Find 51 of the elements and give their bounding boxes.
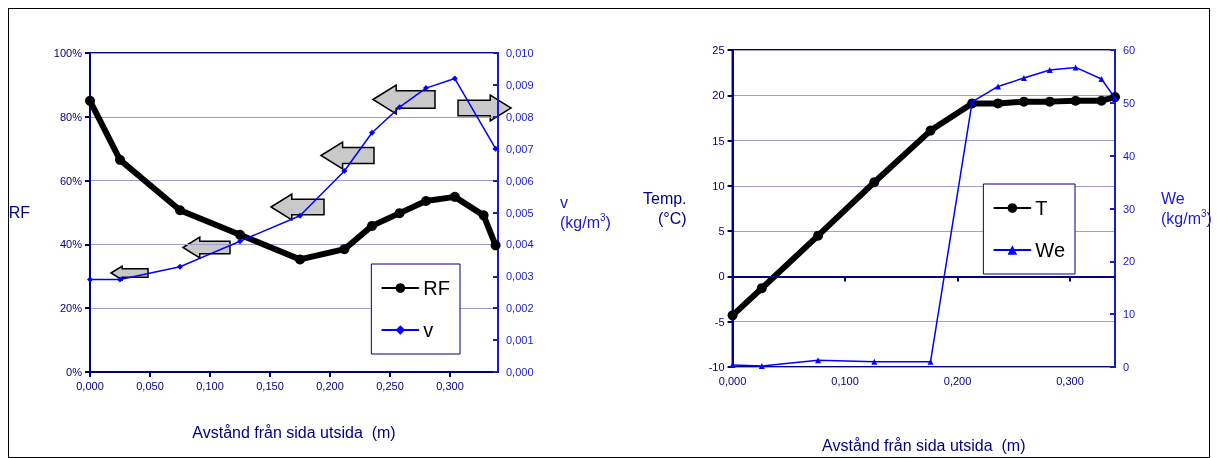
y2-tick-label: 0,004 [506,238,534,251]
y-tick-label: 0 [718,270,725,283]
y2-tick-label: 0,001 [506,334,534,347]
y-tick-label: -10 [708,361,725,373]
y-axis-title: Temp. (°C) [642,190,687,227]
y2-tick-label: 0,009 [506,78,534,91]
x-tick-label: 0,200 [943,374,972,387]
legend-label: We [1035,239,1065,261]
x-tick-label: 0,200 [316,379,344,392]
x-axis-title: Avstånd från sida utsida (m) [822,436,1026,454]
y-tick-label: 15 [712,134,725,147]
x-tick-label: 0,000 [76,379,104,392]
y-tick-label: 100% [53,47,83,59]
y2-tick-label: 20 [1123,255,1136,268]
y-tick-label: -5 [714,315,725,328]
y2-tick-label: 60 [1123,44,1136,56]
y-tick-label: 40% [59,238,83,251]
y-tick-label: 10 [712,179,725,192]
y2-tick-label: 0 [1123,361,1130,373]
y-tick-label: 80% [59,110,83,123]
y-axis-title: RF [8,204,31,221]
y2-tick-label: 30 [1123,202,1136,215]
y-tick-label: 0% [66,366,83,378]
x-tick-label: 0,300 [436,379,464,392]
x-tick-label: 0,100 [196,379,224,392]
y2-tick-label: 0,008 [506,110,534,123]
legend-label: v [423,319,434,341]
x-tick-label: 0,300 [1056,374,1084,387]
y-tick-label: 25 [712,44,725,56]
y2-tick-label: 0,000 [506,366,534,378]
y2-tick-label: 10 [1123,308,1136,321]
y2-tick-label: 40 [1123,149,1136,162]
y2-tick-label: 0,007 [506,142,534,155]
y-tick-label: 20% [59,302,83,315]
y-tick-label: 5 [718,225,725,238]
y2-tick-label: 50 [1123,96,1136,109]
y2-tick-label: 0,006 [506,174,534,187]
y2-tick-label: 0,010 [506,47,534,59]
x-tick-label: 0,000 [718,374,747,387]
y2-tick-label: 0,002 [506,302,534,315]
y-tick-label: 60% [59,174,83,187]
legend-label: RF [423,277,451,299]
y2-tick-label: 0,005 [506,206,534,219]
x-axis-title: Avstånd från sida utsida (m) [192,423,396,441]
x-tick-label: 0,100 [831,374,859,387]
y2-tick-label: 0,003 [506,270,534,283]
y-tick-label: 20 [712,89,725,102]
x-tick-label: 0,050 [136,379,164,392]
x-tick-label: 0,150 [256,379,284,392]
legend-label: T [1035,197,1048,219]
x-tick-label: 0,250 [376,379,404,392]
